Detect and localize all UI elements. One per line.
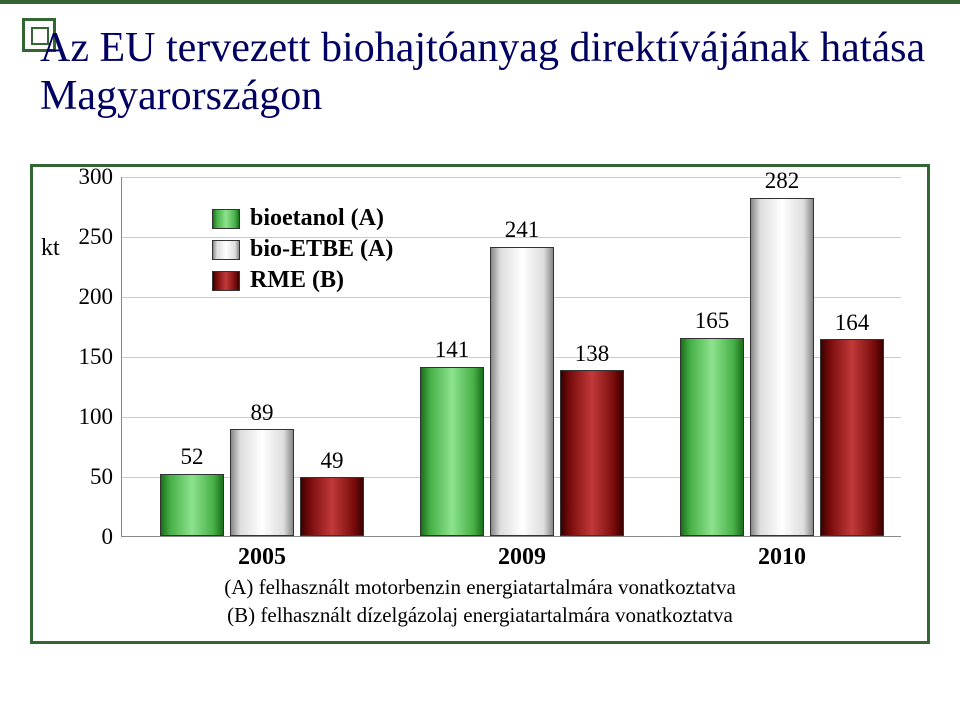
x-label: 2009 [402,544,642,571]
value-label: 282 [750,168,814,194]
y-axis-label: kt [41,235,60,262]
bar-rme [300,477,364,536]
bar-bioetanol [420,367,484,536]
bar-bioetbe [230,429,294,536]
y-tick: 50 [73,464,113,490]
legend-swatch [212,240,240,260]
y-tick: 300 [73,164,113,190]
bar-rme [560,370,624,536]
legend-swatch [212,271,240,291]
legend-swatch [212,209,240,229]
footnote-b: (B) felhasznált dízelgázolaj energiatart… [33,602,927,629]
value-label: 89 [230,400,294,426]
footnote-a: (A) felhasznált motorbenzin energiatarta… [33,574,927,601]
y-tick: 0 [73,524,113,550]
legend: bioetanol (A) bio-ETBE (A) RME (B) [212,205,393,298]
legend-item: RME (B) [212,267,393,294]
bar-rme [820,339,884,536]
bar-bioetanol [160,474,224,536]
slide-title: Az EU tervezett biohajtóanyag direktíváj… [40,24,930,121]
value-label: 52 [160,444,224,470]
y-tick: 100 [73,404,113,430]
bar-bioetbe [490,247,554,536]
legend-label: bio-ETBE (A) [250,236,393,263]
legend-item: bio-ETBE (A) [212,236,393,263]
chart-area: kt 0 50 100 150 200 250 300 [63,177,903,577]
chart-frame: kt 0 50 100 150 200 250 300 [30,164,930,644]
footnotes: (A) felhasznált motorbenzin energiatarta… [33,574,927,629]
value-label: 164 [820,310,884,336]
value-label: 165 [680,308,744,334]
y-tick: 150 [73,344,113,370]
x-label: 2005 [142,544,382,571]
legend-item: bioetanol (A) [212,205,393,232]
value-label: 141 [420,337,484,363]
bar-bioetbe [750,198,814,536]
value-label: 138 [560,341,624,367]
plot: 52 89 49 2005 141 241 138 2009 [121,177,901,537]
y-tick: 200 [73,284,113,310]
y-tick: 250 [73,224,113,250]
value-label: 49 [300,448,364,474]
legend-label: bioetanol (A) [250,205,384,232]
bar-bioetanol [680,338,744,536]
x-label: 2010 [662,544,902,571]
value-label: 241 [490,217,554,243]
legend-label: RME (B) [250,267,344,294]
slide: Az EU tervezett biohajtóanyag direktíváj… [0,0,960,715]
